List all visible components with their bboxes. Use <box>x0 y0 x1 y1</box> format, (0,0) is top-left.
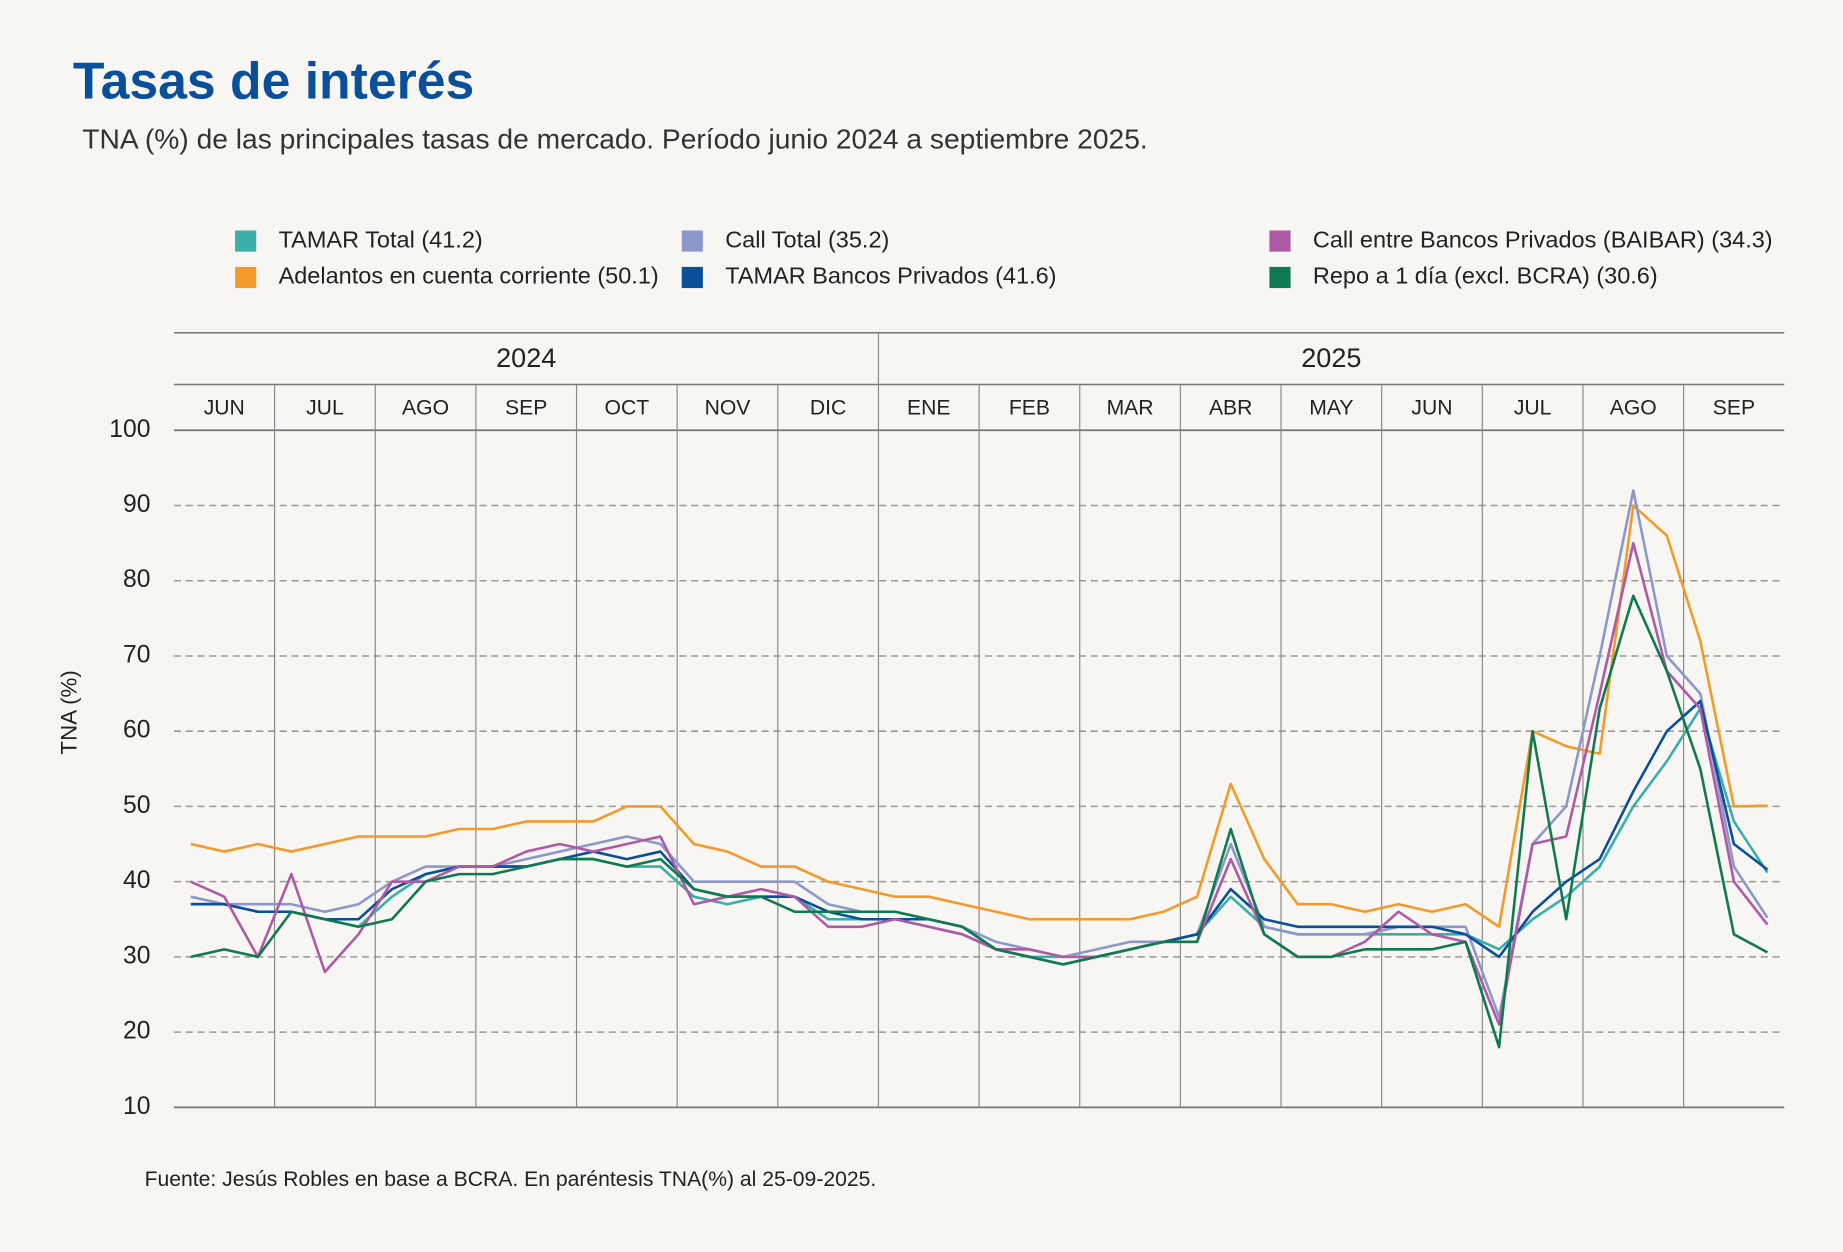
y-tick-label: 10 <box>123 1093 150 1120</box>
legend-swatch <box>235 230 257 252</box>
legend-label: TAMAR Total (41.2) <box>279 226 483 252</box>
y-tick-label: 80 <box>123 566 150 593</box>
x-tick-label: JUL <box>1514 397 1552 420</box>
y-axis-label: TNA (%) <box>56 670 81 754</box>
legend-label: Call Total (35.2) <box>725 226 889 252</box>
y-tick-label: 100 <box>109 416 150 443</box>
x-tick-label: DIC <box>810 397 846 420</box>
legend-label: Repo a 1 día (excl. BCRA) (30.6) <box>1313 263 1658 289</box>
x-tick-label: AGO <box>1610 397 1657 420</box>
x-tick-label: FEB <box>1009 397 1050 420</box>
year-label: 2024 <box>496 343 556 373</box>
legend-label: Adelantos en cuenta corriente (50.1) <box>279 263 659 289</box>
x-tick-label: JUL <box>306 397 344 420</box>
legend-swatch <box>681 230 703 252</box>
chart-title: Tasas de interés <box>73 51 474 109</box>
x-tick-label: SEP <box>1713 397 1755 420</box>
legend-swatch <box>1269 266 1291 289</box>
x-tick-label: JUN <box>204 397 245 420</box>
year-label: 2025 <box>1301 343 1361 373</box>
legend-swatch <box>681 266 703 289</box>
legend-label: Call entre Bancos Privados (BAIBAR) (34.… <box>1313 226 1773 252</box>
x-tick-label: JUN <box>1411 397 1452 420</box>
y-tick-label: 70 <box>123 641 150 668</box>
x-tick-label: MAY <box>1309 397 1353 420</box>
x-tick-label: OCT <box>605 397 650 420</box>
legend-label: TAMAR Bancos Privados (41.6) <box>725 263 1056 289</box>
x-tick-label: AGO <box>402 397 449 420</box>
legend-swatch <box>235 266 257 289</box>
x-tick-label: ENE <box>907 397 950 420</box>
y-tick-label: 30 <box>123 942 150 969</box>
legend-swatch <box>1269 230 1291 252</box>
source-note: Fuente: Jesús Robles en base a BCRA. En … <box>145 1168 877 1191</box>
chart-subtitle: TNA (%) de las principales tasas de merc… <box>82 123 1147 155</box>
series-line <box>190 504 1768 929</box>
x-tick-label: SEP <box>505 397 547 420</box>
x-tick-label: MAR <box>1107 397 1154 420</box>
y-tick-label: 20 <box>123 1018 150 1045</box>
y-tick-label: 90 <box>123 491 150 518</box>
x-tick-label: NOV <box>705 397 751 420</box>
y-tick-label: 50 <box>123 792 150 819</box>
x-tick-label: ABR <box>1209 397 1252 420</box>
series-line <box>190 594 1769 1049</box>
y-tick-label: 60 <box>123 717 150 744</box>
y-tick-label: 40 <box>123 867 150 894</box>
